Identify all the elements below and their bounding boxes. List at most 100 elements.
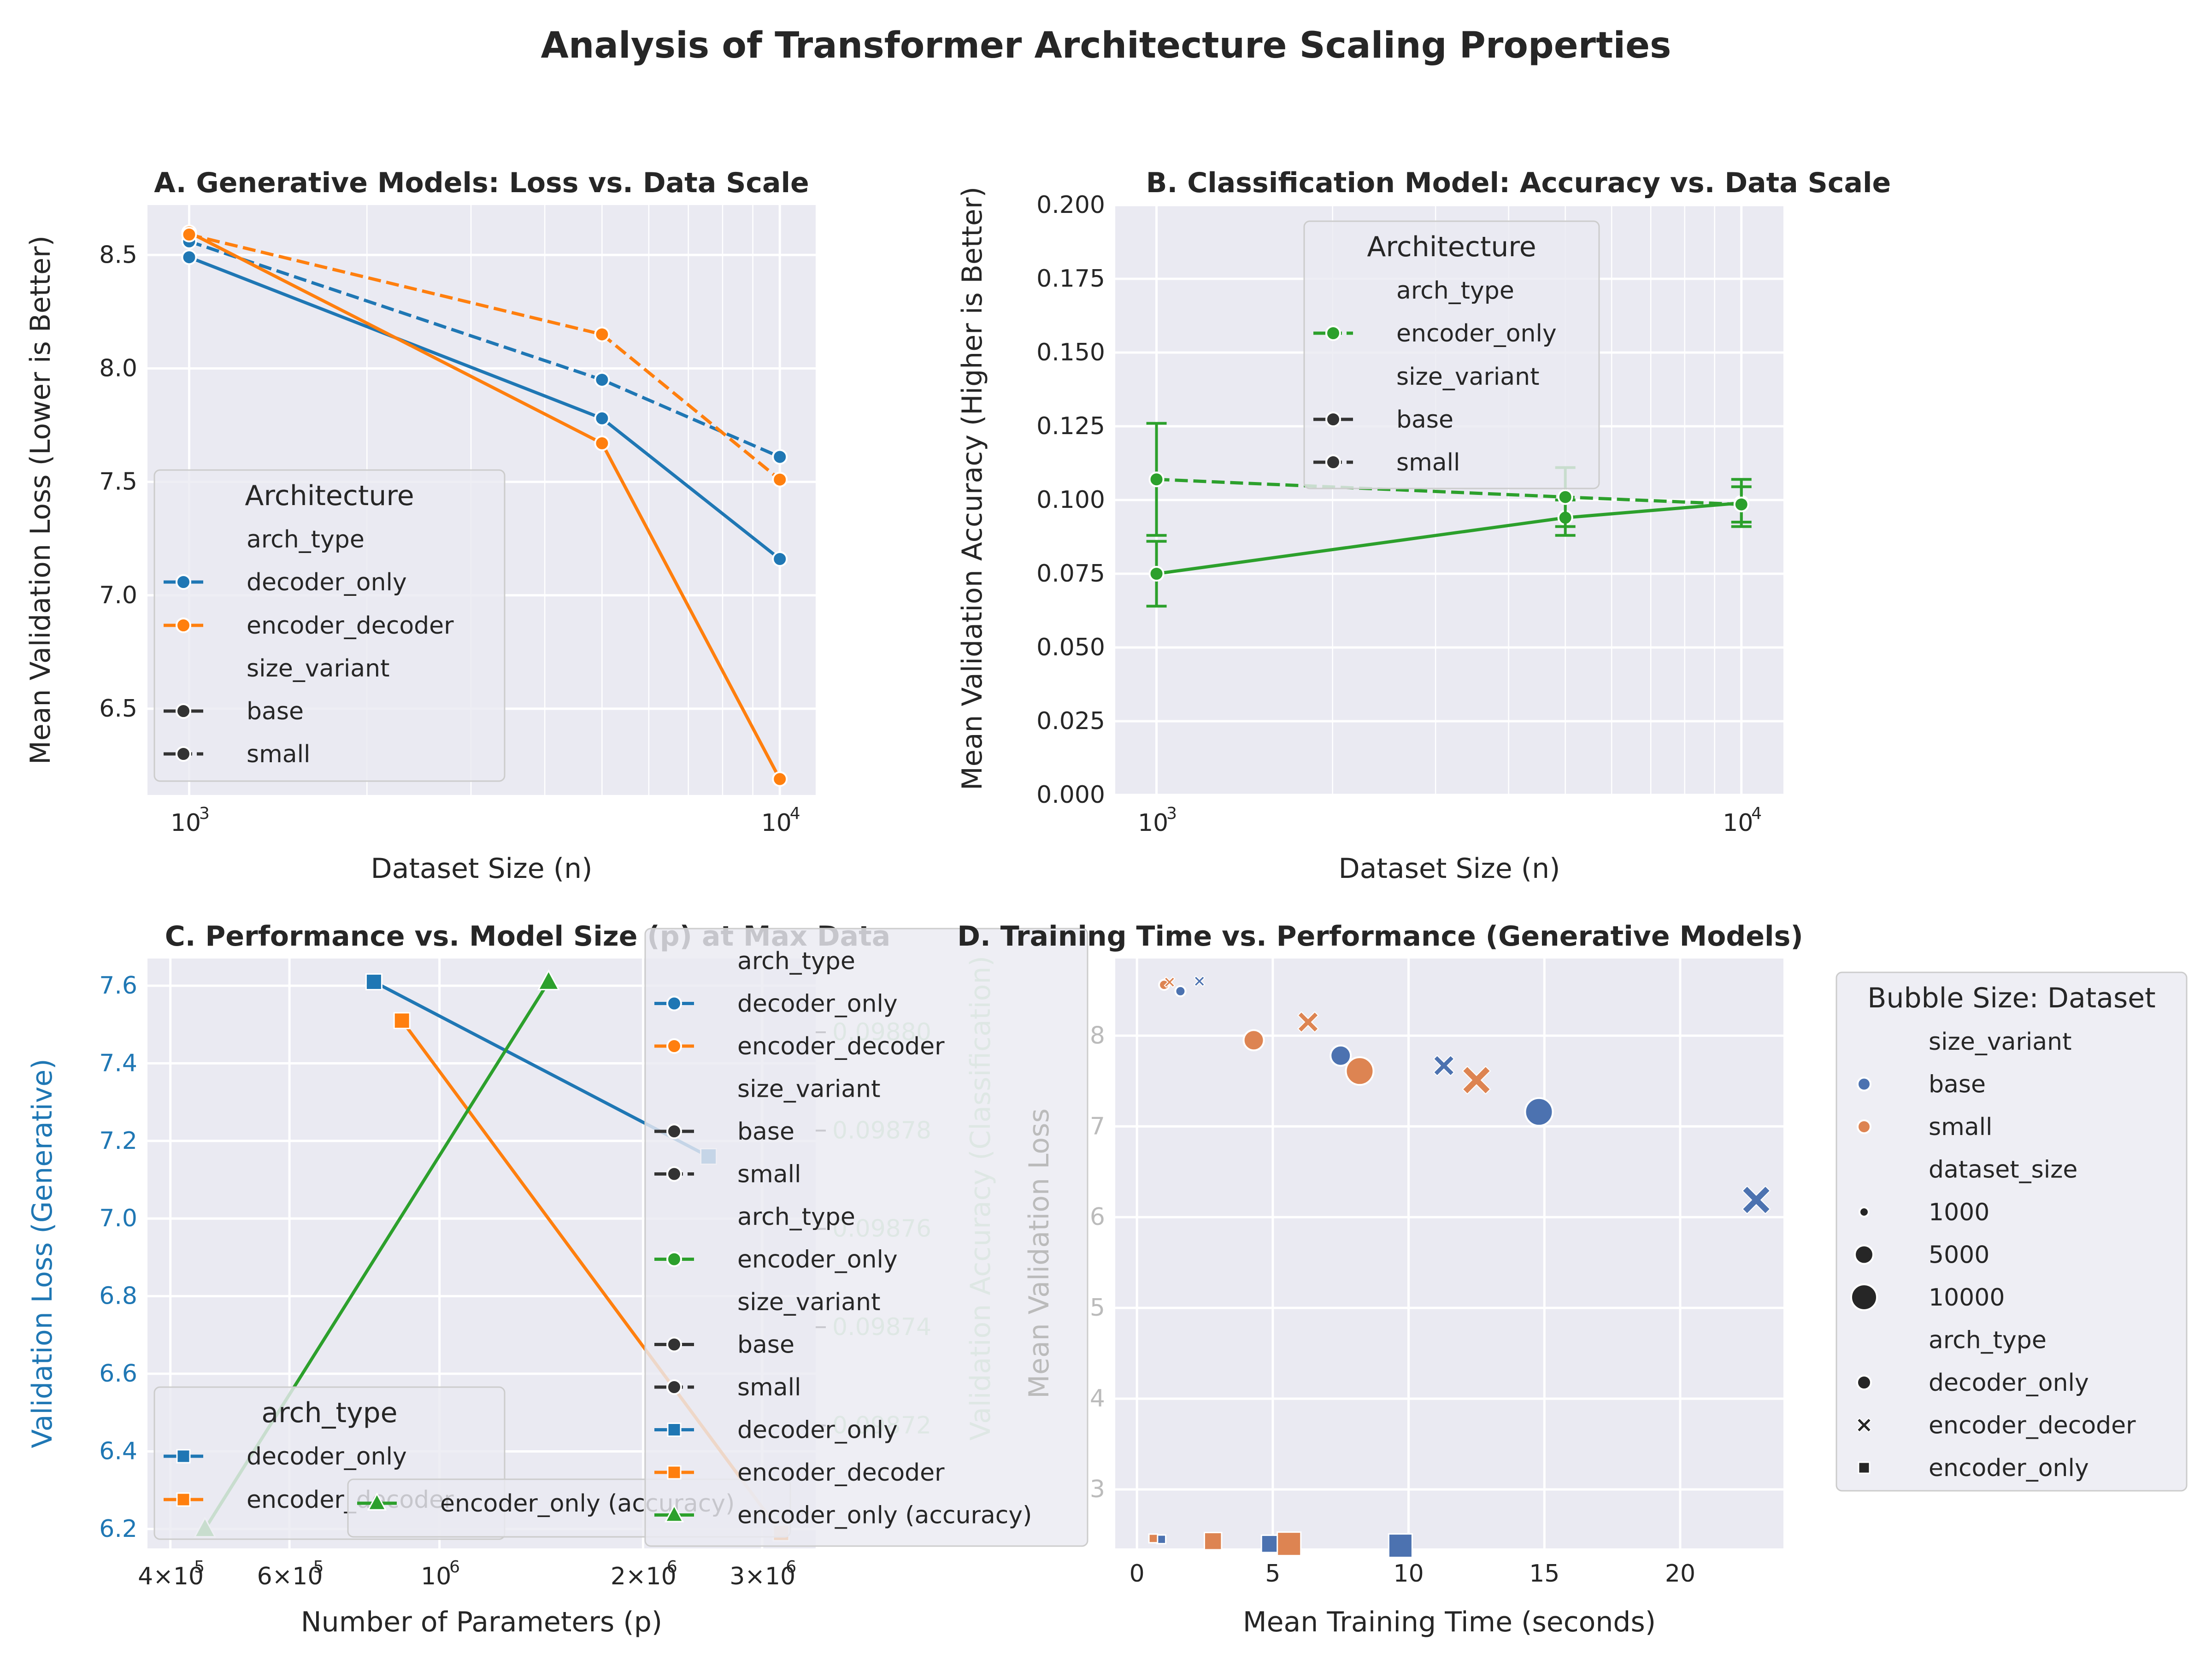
y-tick-label: 0.175: [1036, 265, 1105, 293]
legend-marker: [176, 703, 191, 719]
x-axis-label: Number of Parameters (p): [301, 1606, 662, 1638]
y-tick-label: 7.0: [99, 582, 137, 609]
x-tick-label: 104: [1723, 804, 1762, 837]
data-point: [537, 969, 560, 990]
legend-label: encoder_decoder: [247, 612, 454, 640]
y-tick-label: 7: [1090, 1112, 1105, 1140]
x-tick-base: 10: [761, 809, 792, 837]
legend-marker: [666, 1336, 682, 1353]
y-tick-label: 6.4: [99, 1437, 137, 1465]
legend-label: decoder_only: [247, 1443, 407, 1471]
x-tick-label: 20: [1665, 1560, 1695, 1588]
x-tick-label: 0: [1130, 1560, 1145, 1588]
x-tick-base: 3×10: [729, 1563, 795, 1590]
x-tick-label: 103: [171, 804, 210, 837]
legend-label: base: [737, 1118, 794, 1146]
x-tick-base: 4×10: [138, 1563, 204, 1590]
x-tick-label: 2×106: [611, 1558, 677, 1590]
legend-marker: [666, 995, 682, 1012]
y-tick-label: 6: [1090, 1203, 1105, 1231]
x-axis-label: Dataset Size (n): [1338, 853, 1560, 885]
legend-box: [1835, 971, 2188, 1492]
legend-marker: [176, 746, 191, 762]
data-point: [1388, 1533, 1413, 1559]
data-point: [594, 410, 610, 426]
x-tick-exponent: 6: [667, 1558, 677, 1577]
legend-marker: [176, 618, 191, 633]
y-tick-label: 8.0: [99, 354, 137, 382]
legend-marker: [367, 1492, 387, 1511]
legend-label: dataset_size: [1929, 1156, 2077, 1184]
legend-marker: [1859, 1206, 1870, 1218]
legend-marker: [1850, 1283, 1878, 1311]
y-tick-label: 5: [1090, 1294, 1105, 1322]
data-point: [1462, 1065, 1491, 1095]
x-tick-base: 10: [1138, 809, 1168, 837]
legend-marker: [666, 1124, 682, 1139]
legend-marker: [666, 1038, 682, 1054]
legend-marker: [666, 1379, 682, 1395]
data-point: [772, 449, 788, 465]
legend-marker: [1325, 454, 1341, 470]
x-tick-base: 10: [1723, 809, 1753, 837]
data-point: [1203, 1532, 1223, 1551]
legend-label: encoder_decoder: [737, 1033, 945, 1060]
data-point: [1277, 1531, 1302, 1557]
legend-box: [153, 469, 506, 782]
y-tick-label: 7.2: [99, 1127, 137, 1155]
x-tick-label: 10: [1393, 1560, 1424, 1588]
legend-label: base: [1396, 406, 1453, 434]
y-tick-label: 3: [1090, 1476, 1105, 1503]
data-point: [1330, 1044, 1352, 1067]
legend-label: arch_type: [1929, 1327, 2047, 1354]
y-tick-label: 0.075: [1036, 560, 1105, 588]
y-tick-label: 0.100: [1036, 486, 1105, 514]
legend-marker: [176, 1449, 191, 1464]
data-point: [594, 372, 610, 388]
data-point: [772, 771, 788, 787]
legend-label: base: [737, 1331, 794, 1359]
data-point: [1148, 1533, 1159, 1544]
legend-label: decoder_only: [247, 569, 407, 596]
y-tick-label: 6.2: [99, 1515, 137, 1543]
legend-label: decoder_only: [737, 990, 898, 1018]
y-tick-label: 8.5: [99, 241, 137, 269]
y-tick-label: 0.125: [1036, 412, 1105, 440]
data-point: [1156, 1534, 1167, 1545]
legend-marker: [1856, 1418, 1872, 1433]
x-tick-label: 103: [1138, 804, 1177, 837]
legend-marker: [176, 1492, 191, 1507]
y-tick-label: 0.000: [1036, 781, 1105, 809]
legend-label: base: [1929, 1071, 1986, 1099]
x-tick-label: 106: [421, 1558, 460, 1590]
legend-label: small: [1396, 449, 1460, 477]
legend-label: size_variant: [1929, 1028, 2072, 1056]
y-tick-label: 7.4: [99, 1049, 137, 1077]
legend-marker: [1325, 325, 1341, 341]
legend-label: arch_type: [261, 1397, 397, 1429]
data-point: [772, 471, 788, 488]
data-point: [1242, 1029, 1265, 1052]
legend-label: small: [1929, 1113, 1993, 1141]
panel-title: D. Training Time vs. Performance (Genera…: [957, 920, 1803, 953]
y-tick-label: 0.050: [1036, 634, 1105, 661]
data-point: [1524, 1097, 1554, 1127]
x-tick-label: 6×105: [257, 1558, 324, 1590]
panel-title: B. Classification Model: Accuracy vs. Da…: [1146, 167, 1891, 199]
y-tick-label: 4: [1090, 1385, 1105, 1412]
data-point: [772, 551, 788, 567]
legend-label: decoder_only: [1929, 1369, 2089, 1397]
legend-label: size_variant: [1396, 363, 1540, 391]
x-tick-exponent: 6: [449, 1558, 460, 1577]
plot-area: [1115, 959, 1783, 1548]
legend-marker: [176, 574, 191, 590]
x-tick-label: 104: [761, 804, 800, 837]
legend-marker: [1854, 1244, 1874, 1265]
data-point: [1164, 976, 1176, 988]
data-point: [1174, 985, 1187, 997]
legend-label: small: [737, 1374, 801, 1401]
legend-label: base: [247, 698, 304, 725]
y-axis-label: Validation Loss (Generative): [26, 1059, 59, 1448]
y-tick-label: 7.5: [99, 468, 137, 496]
data-point: [1148, 471, 1165, 488]
